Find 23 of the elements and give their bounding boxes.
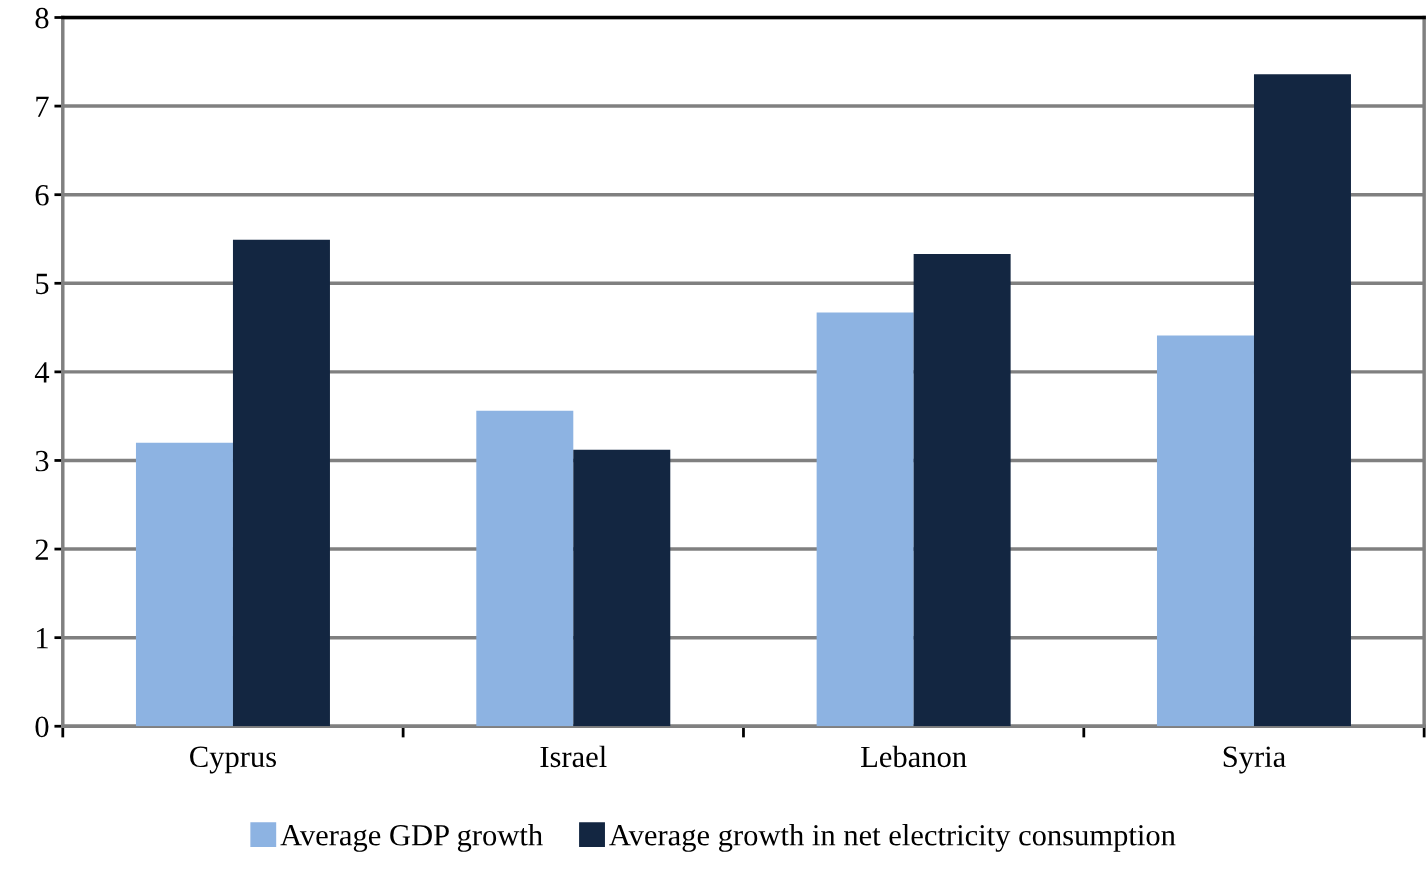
y-tick-label: 5 xyxy=(36,273,49,295)
bar xyxy=(573,449,671,727)
bar xyxy=(476,410,574,727)
y-tick-label: 2 xyxy=(35,539,48,560)
bar xyxy=(232,239,330,727)
y-tick-label: 8 xyxy=(35,7,49,29)
y-tick-label: 7 xyxy=(36,96,49,117)
bar xyxy=(913,254,1011,727)
y-tick-label: 3 xyxy=(35,450,49,472)
y-tick-label: 0 xyxy=(35,716,49,738)
y-tick-label: 1 xyxy=(37,628,48,649)
bar xyxy=(816,312,914,727)
bar xyxy=(1253,74,1351,727)
bar xyxy=(1156,335,1254,727)
y-tick-label: 4 xyxy=(34,362,50,383)
y-tick-label: 6 xyxy=(35,185,49,206)
x-tick-label: Israel xyxy=(540,745,607,768)
x-tick-label: Cyprus xyxy=(190,746,276,774)
legend-label: Average growth in net electricity consumption xyxy=(609,824,1176,852)
bar xyxy=(135,442,233,727)
legend-label: Average GDP growth xyxy=(280,824,543,852)
x-tick-label: Lebanon xyxy=(861,745,967,768)
x-tick-label: Syria xyxy=(1223,746,1286,774)
